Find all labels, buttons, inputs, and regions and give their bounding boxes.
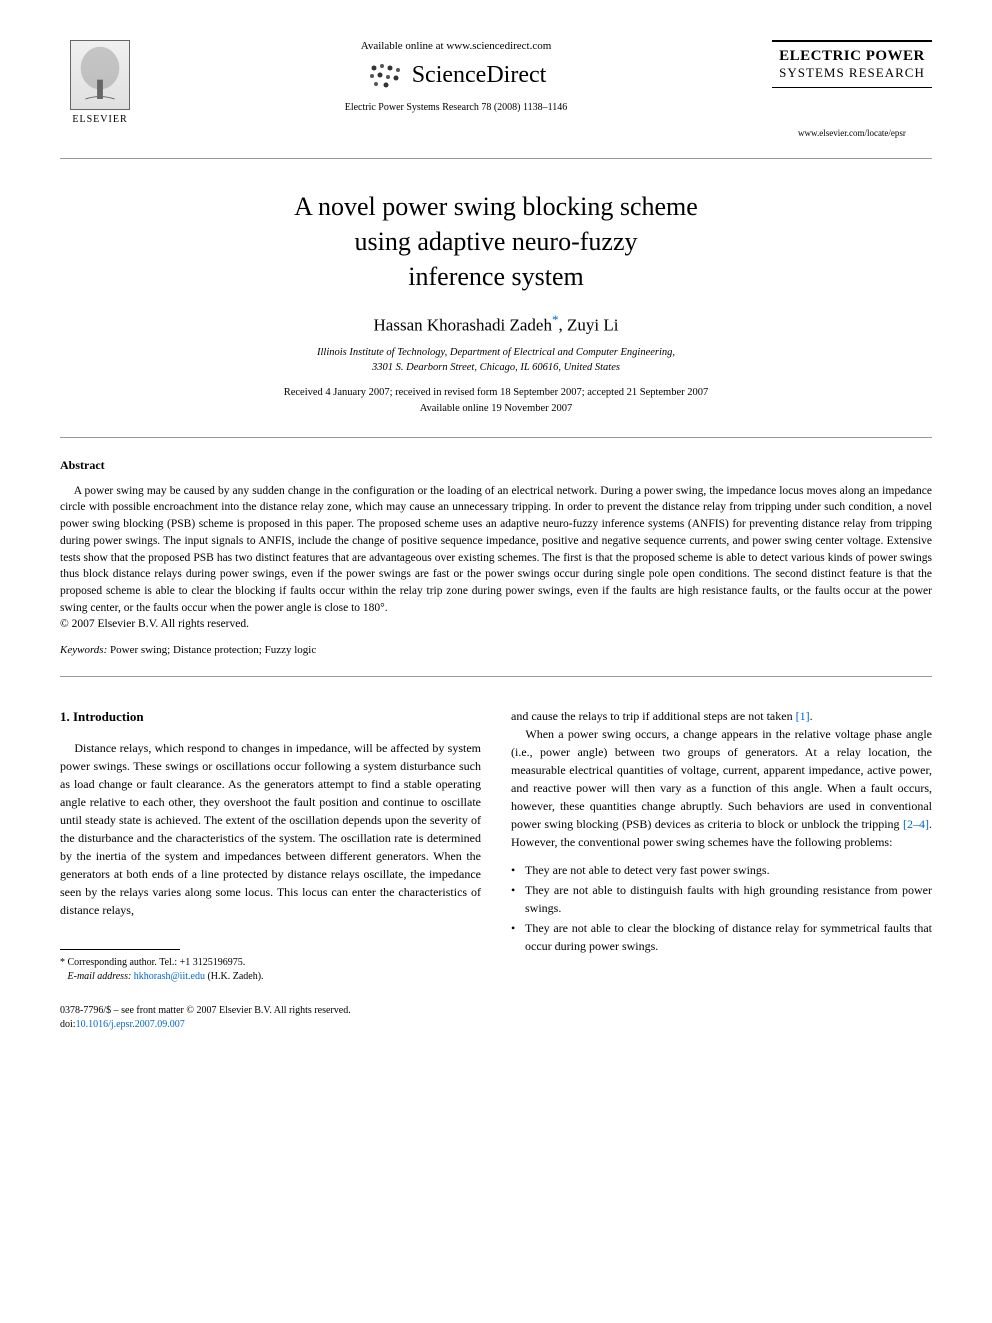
journal-url: www.elsevier.com/locate/epsr [772,128,932,138]
right-column: and cause the relays to trip if addition… [511,707,932,984]
sciencedirect-logo: ScienceDirect [160,60,752,90]
two-column-body: 1. Introduction Distance relays, which r… [60,707,932,984]
abstract-section: Abstract A power swing may be caused by … [60,458,932,656]
intro-p2a: and cause the relays to trip if addition… [511,709,796,723]
title-block: A novel power swing blocking scheme usin… [60,189,932,417]
dates-online: Available online 19 November 2007 [420,403,573,414]
footnote: * Corresponding author. Tel.: +1 3125196… [60,956,481,984]
copyright: © 2007 Elsevier B.V. All rights reserved… [60,618,932,630]
intro-p3a: When a power swing occurs, a change appe… [511,727,932,831]
center-header-block: Available online at www.sciencedirect.co… [140,40,772,113]
footnote-corr: Corresponding author. Tel.: +1 312519697… [68,957,246,968]
tree-icon [71,41,129,109]
journal-title-line1: ELECTRIC POWER [772,48,932,65]
title-line3: inference system [408,262,583,291]
intro-p2b: . [810,709,813,723]
elsevier-logo: ELSEVIER [60,40,140,125]
abstract-body: A power swing may be caused by any sudde… [60,483,932,616]
title-line2: using adaptive neuro-fuzzy [354,227,637,256]
paper-title: A novel power swing blocking scheme usin… [60,189,932,294]
list-item: They are not able to detect very fast po… [511,861,932,879]
page-footer: 0378-7796/$ – see front matter © 2007 El… [60,1004,932,1032]
sciencedirect-text: ScienceDirect [412,62,547,89]
list-item: They are not able to clear the blocking … [511,919,932,955]
left-column: 1. Introduction Distance relays, which r… [60,707,481,984]
affiliation: Illinois Institute of Technology, Depart… [60,346,932,375]
intro-p2: and cause the relays to trip if addition… [511,707,932,725]
ref-link-2[interactable]: [2–4] [903,817,929,831]
title-line1: A novel power swing blocking scheme [294,192,698,221]
ref-link-1[interactable]: [1] [796,709,810,723]
footnote-email-link[interactable]: hkhorash@iit.edu [134,971,205,982]
author-1: Hassan Khorashadi Zadeh [374,316,552,335]
intro-heading: 1. Introduction [60,707,481,727]
authors: Hassan Khorashadi Zadeh*, Zuyi Li [60,312,932,336]
available-online-text: Available online at www.sciencedirect.co… [160,40,752,52]
doi-label: doi: [60,1019,76,1030]
affiliation-line2: 3301 S. Dearborn Street, Chicago, IL 606… [372,362,620,373]
keywords-label: Keywords: [60,644,107,656]
intro-p1: Distance relays, which respond to change… [60,739,481,919]
abstract-heading: Abstract [60,458,932,473]
dates: Received 4 January 2007; received in rev… [60,385,932,417]
author-sup: * [552,312,559,327]
journal-title-line2: SYSTEMS RESEARCH [772,65,932,81]
elsevier-tree-icon [70,40,130,110]
intro-p3: When a power swing occurs, a change appe… [511,725,932,851]
list-item: They are not able to distinguish faults … [511,881,932,917]
footnote-email-suffix: (H.K. Zadeh). [207,971,263,982]
dates-received: Received 4 January 2007; received in rev… [284,387,709,398]
author-2: Zuyi Li [567,316,618,335]
header-row: ELSEVIER Available online at www.science… [60,40,932,159]
sd-dots-icon [366,60,406,90]
doi-link[interactable]: 10.1016/j.epsr.2007.09.007 [76,1019,185,1030]
divider-top [60,437,932,438]
footnote-star: * [60,957,68,968]
footnote-email-label: E-mail address: [68,971,132,982]
keywords: Keywords: Power swing; Distance protecti… [60,644,932,656]
journal-title-box: ELECTRIC POWER SYSTEMS RESEARCH [772,40,932,88]
divider-bottom [60,676,932,677]
elsevier-label: ELSEVIER [72,114,127,125]
footnote-separator [60,949,180,950]
journal-block: ELECTRIC POWER SYSTEMS RESEARCH www.else… [772,40,932,138]
problem-list: They are not able to detect very fast po… [511,861,932,955]
footer-line1: 0378-7796/$ – see front matter © 2007 El… [60,1005,351,1016]
citation-text: Electric Power Systems Research 78 (2008… [160,102,752,113]
keywords-list: Power swing; Distance protection; Fuzzy … [110,644,316,656]
affiliation-line1: Illinois Institute of Technology, Depart… [317,347,675,358]
